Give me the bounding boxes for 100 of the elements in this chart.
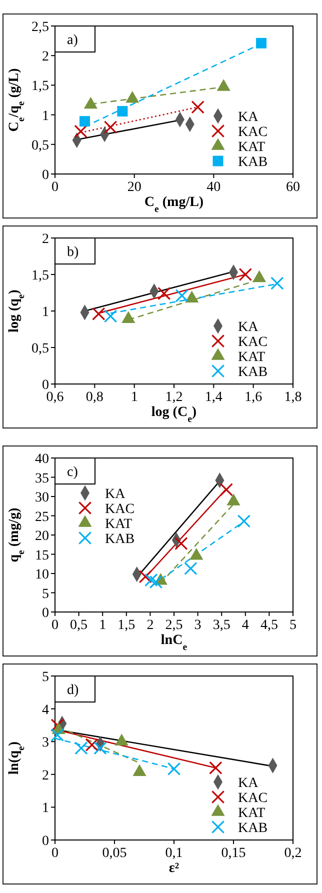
x-tick-label: 2 [146,618,154,633]
x-tick-label: 1,8 [284,390,302,405]
x-axis-title: log (C$_{e}$) [151,405,197,424]
x-tick-label: 0,15 [221,846,246,861]
y-tick-label: 4 [42,702,49,718]
point [85,738,99,752]
x-axis-title: lnC$_{e}$ [160,633,188,652]
point [74,742,88,755]
legend-label: KAC [238,335,268,350]
y-tick-label: 40 [35,452,49,467]
y-tick-label: 0,5 [32,342,49,356]
x-tick-label: 1,2 [165,390,183,405]
y-tick-label: 15 [35,548,49,564]
point [104,309,118,323]
legend-label: KAB [105,532,135,547]
y-tick-label: 35 [35,471,49,486]
y-tick-label: 0 [42,378,49,393]
point [80,116,90,127]
x-tick-label: 1 [130,390,138,405]
legend-label: KAC [105,502,135,517]
y-tick-label: 10 [35,568,49,582]
y-tick-label: 1,5 [32,268,49,284]
x-axis-title: C$_{e}$ (mg/L) [144,195,204,214]
point [144,573,158,587]
legend-label: KAT [238,350,266,365]
point [220,482,233,496]
y-tick-label: 2,5 [32,20,49,35]
y-tick-label: 20 [35,529,49,544]
point [74,124,88,138]
x-tick-label: 4 [242,618,249,633]
x-tick-label: 0,1 [165,846,183,861]
point [238,268,252,282]
legend-label: KA [105,487,126,502]
y-tick-label: 0,5 [32,138,49,154]
x-tick-label: 2,5 [165,618,183,633]
y-tick-label: 2 [42,232,49,247]
y-tick-label: 2 [42,768,49,784]
legend-label: KAC [238,791,268,806]
point [167,762,181,776]
y-tick-label: 25 [35,510,49,525]
y-tick-label: 0 [42,834,49,849]
x-tick-label: 60 [286,180,300,195]
x-tick-label: 0 [52,180,58,195]
legend-label: KA [238,776,260,791]
legend-label: KAB [238,365,268,380]
y-tick-label: 0 [42,168,49,183]
x-tick-label: 0,05 [102,846,127,861]
x-tick-label: 4,5 [260,618,278,633]
annotation: a) [67,33,78,48]
legend-label: KAB [238,155,268,170]
point [256,38,267,48]
point [209,761,222,774]
x-tick-label: 3 [194,618,202,633]
point [149,575,163,589]
x-tick-label: 20 [127,180,142,195]
point [94,742,107,755]
x-tick-label: 40 [206,180,221,195]
y-tick-label: 1 [42,305,49,320]
annotation: b) [67,245,79,260]
y-tick-label: 30 [35,490,49,506]
legend-label: KAC [238,125,268,140]
point [157,286,171,300]
x-tick-label: 1,4 [204,390,222,405]
legend-label: KA [238,110,260,125]
point [117,106,128,116]
x-tick-label: 1 [99,618,106,633]
point [104,120,118,134]
point [270,276,284,290]
y-tick-label: 1 [42,108,49,124]
point [138,570,152,584]
point [237,514,251,528]
y-tick-label: 1 [42,801,49,816]
point [175,289,189,302]
x-tick-label: 0,6 [46,390,64,405]
y-tick-label: 5 [42,586,49,602]
y-tick-label: 0 [42,606,49,621]
legend-label: KAT [238,806,266,821]
y-tick-label: 5 [42,670,49,685]
point [184,562,198,576]
x-tick-label: 5 [290,618,296,633]
x-tick-label: 0,2 [284,846,302,861]
legend-label: KAT [105,517,133,532]
legend-label: KA [238,320,260,335]
annotation: c) [67,465,78,480]
x-tick-label: 0 [52,846,58,861]
point [174,536,188,550]
legend-label: KAB [238,821,268,836]
x-tick-label: 0,5 [70,618,88,633]
point [50,728,64,742]
legend-label: KAT [238,140,266,155]
y-tick-label: 2 [42,50,49,65]
x-tick-label: 3,5 [212,618,230,633]
point [92,307,106,321]
x-tick-label: 1,6 [244,390,262,405]
y-tick-label: 1,5 [32,79,49,94]
x-tick-label: 0 [52,618,58,633]
x-axis-title: ε² [168,861,180,876]
x-tick-label: 0,8 [86,390,104,405]
y-tick-label: 3 [42,736,49,751]
x-tick-label: 1,5 [118,618,136,633]
